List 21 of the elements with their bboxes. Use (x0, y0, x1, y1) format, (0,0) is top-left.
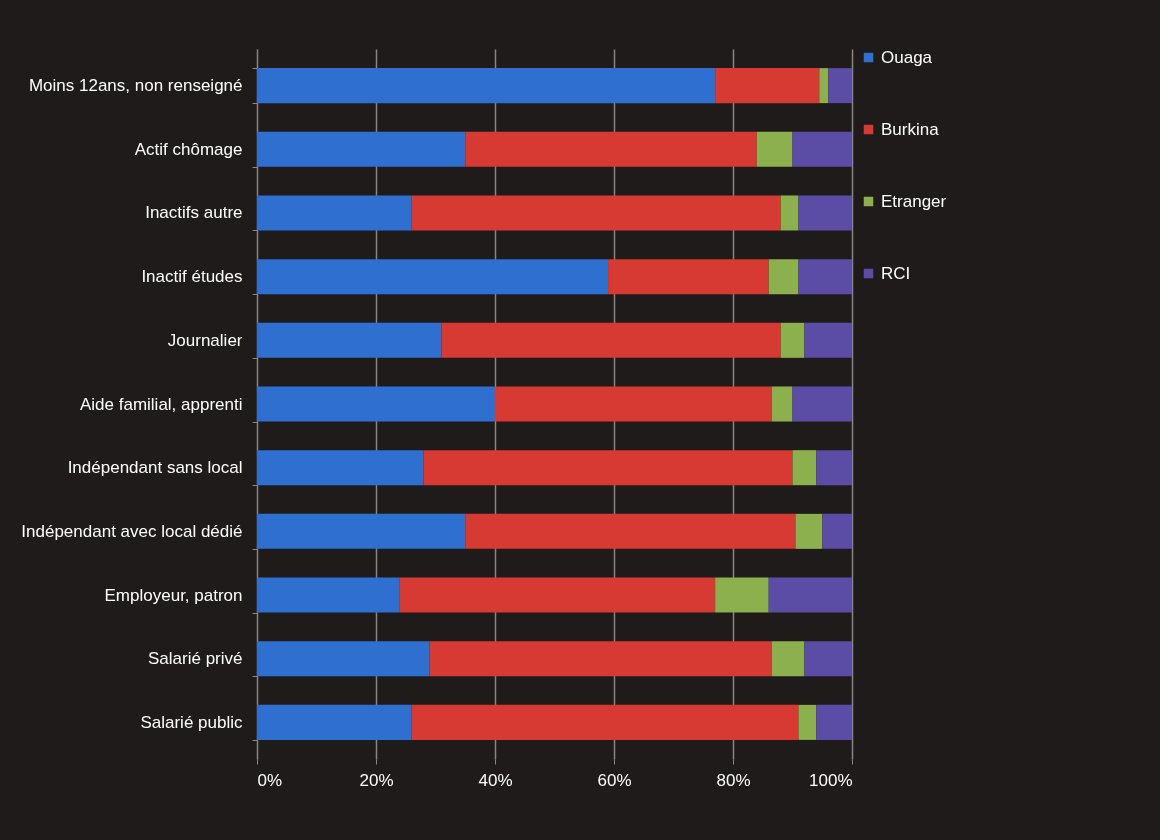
x-tick-label: 80% (716, 770, 751, 790)
y-tick-label: Indépendant sans local (67, 458, 243, 478)
y-tick-label: Employeur, patron (104, 585, 243, 605)
x-tick-label: 60% (597, 770, 632, 790)
legend-label: Burkina (881, 119, 940, 139)
y-tick-label: Indépendant avec local dédié (21, 521, 243, 541)
x-tick-label: 0% (257, 770, 283, 790)
y-tick-label: Inactif études (141, 267, 243, 287)
y-tick-label: Journalier (167, 330, 243, 350)
y-tick-label: Actif chômage (134, 139, 243, 159)
x-tick-label: 100% (809, 770, 853, 790)
y-tick-label: Salarié public (140, 712, 243, 732)
y-tick-label: Salarié privé (148, 649, 243, 669)
legend-label: Etranger (881, 191, 947, 211)
y-tick-label: Inactifs autre (145, 203, 243, 223)
x-tick-label: 20% (359, 770, 394, 790)
y-tick-label: Moins 12ans, non renseigné (28, 76, 243, 96)
x-tick-label: 40% (478, 770, 513, 790)
y-tick-label: Aide familial, apprenti (79, 394, 243, 414)
legend-label: RCI (881, 263, 911, 283)
legend-label: Ouaga (881, 47, 933, 67)
